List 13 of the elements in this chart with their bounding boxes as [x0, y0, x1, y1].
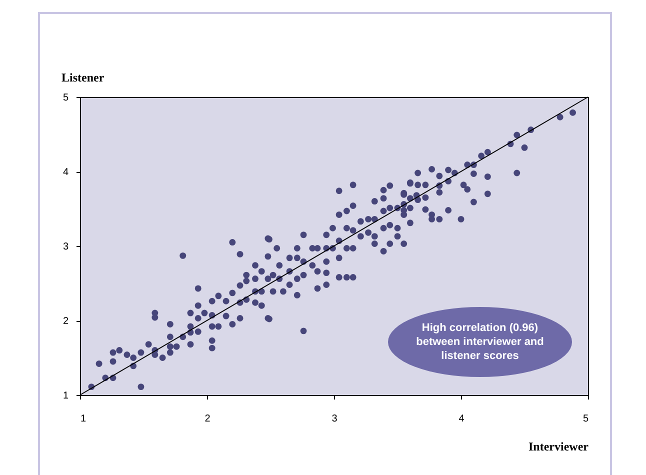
y-axis-title: Listener [62, 70, 105, 84]
y-tick-label: 4 [62, 167, 69, 178]
x-tick-label: 2 [204, 414, 211, 424]
x-tick-label: 5 [582, 414, 589, 424]
x-tick-label: 3 [332, 414, 338, 424]
x-tick-label: 1 [80, 414, 86, 424]
annotation: High correlation (0.96) between interviewer and listener scores [415, 321, 545, 363]
x-axis-title: Interviewer [528, 440, 590, 454]
x-tick-label: 4 [458, 414, 465, 424]
y-tick-label: 1 [62, 390, 69, 402]
y-tick-label: 2 [62, 316, 69, 327]
y-tick-label: 5 [62, 92, 69, 104]
y-tick-label: 3 [62, 242, 69, 252]
